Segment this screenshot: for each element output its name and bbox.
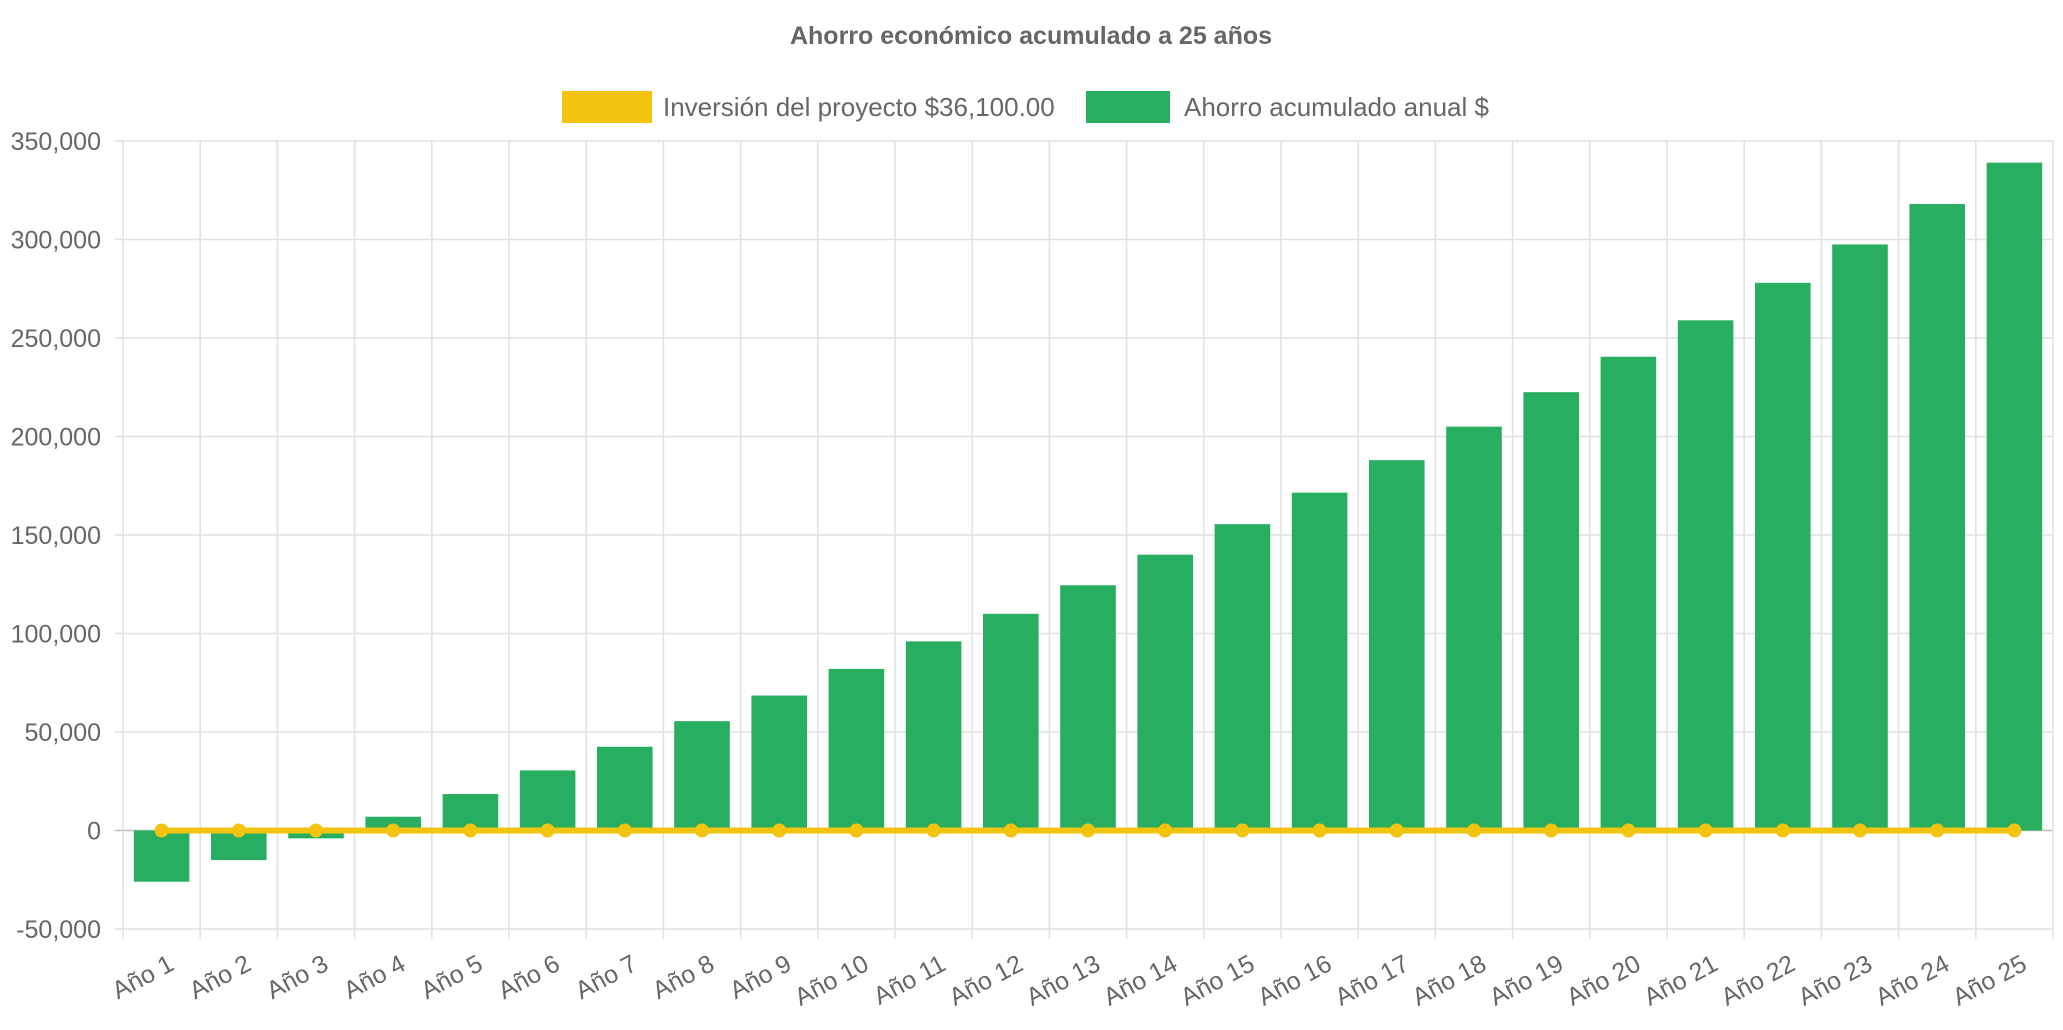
grid-layer bbox=[115, 140, 2054, 939]
point-investment bbox=[1853, 823, 1867, 838]
legend[interactable]: Inversión del proyecto $36,100.00 Ahorro… bbox=[562, 91, 1490, 123]
x-tick-label: Año 5 bbox=[416, 950, 487, 1005]
bar-savings bbox=[1291, 492, 1348, 831]
bar-savings bbox=[828, 668, 885, 831]
x-tick-label: Año 2 bbox=[185, 950, 256, 1005]
bar-savings bbox=[597, 746, 653, 831]
point-investment bbox=[309, 823, 323, 838]
bar-savings bbox=[133, 830, 190, 882]
legend-swatch-savings bbox=[1086, 91, 1170, 123]
y-axis-ticks: -50,000 0 50,000 100,000 150,000 200,000 250,0… bbox=[11, 128, 101, 944]
point-investment bbox=[386, 823, 401, 838]
point-investment bbox=[1312, 823, 1327, 838]
point-investment bbox=[540, 823, 555, 838]
x-tick-label: Año 10 bbox=[790, 950, 873, 1012]
x-tick-label: Año 21 bbox=[1639, 950, 1722, 1012]
point-investment bbox=[695, 823, 709, 838]
x-tick-label: Año 1 bbox=[108, 950, 179, 1005]
x-tick-label: Año 4 bbox=[339, 950, 410, 1005]
point-investment bbox=[1544, 823, 1559, 838]
point-investment bbox=[231, 823, 246, 838]
x-tick-label: Año 15 bbox=[1176, 950, 1259, 1012]
point-investment bbox=[772, 823, 787, 838]
x-tick-label: Año 7 bbox=[571, 950, 642, 1005]
bar-savings bbox=[1060, 585, 1116, 831]
x-tick-label: Año 8 bbox=[648, 950, 719, 1005]
bar-savings bbox=[751, 695, 807, 831]
x-axis-ticks: Año 1 Año 2 Año 3 Año 4 Año 5 Año 6 Año 7 Año 8… bbox=[108, 950, 2032, 1012]
bar-savings bbox=[519, 770, 576, 831]
y-tick-label: 0 bbox=[87, 818, 101, 846]
x-tick-label: Año 3 bbox=[262, 950, 333, 1005]
legend-label-investment: Inversión del proyecto $36,100.00 bbox=[663, 92, 1055, 122]
point-investment bbox=[2007, 823, 2022, 838]
bar-savings bbox=[1600, 356, 1657, 831]
y-tick-label: -50,000 bbox=[16, 916, 101, 944]
x-tick-label: Año 14 bbox=[1099, 950, 1182, 1012]
bar-savings bbox=[1677, 320, 1734, 831]
x-tick-label: Año 24 bbox=[1871, 950, 1954, 1012]
x-tick-label: Año 18 bbox=[1408, 950, 1491, 1012]
point-investment bbox=[1389, 823, 1404, 838]
legend-item-investment[interactable]: Inversión del proyecto $36,100.00 bbox=[562, 91, 1055, 123]
x-tick-label: Año 9 bbox=[725, 950, 796, 1005]
x-tick-label: Año 19 bbox=[1485, 950, 1568, 1012]
bar-savings bbox=[1137, 554, 1193, 831]
legend-label-savings: Ahorro acumulado anual $ bbox=[1184, 92, 1490, 122]
bar-savings bbox=[1446, 426, 1502, 831]
legend-swatch-investment bbox=[562, 91, 652, 123]
x-tick-label: Año 12 bbox=[944, 950, 1027, 1012]
y-tick-label: 250,000 bbox=[11, 325, 101, 353]
x-tick-label: Año 20 bbox=[1562, 950, 1645, 1012]
x-tick-label: Año 25 bbox=[1948, 950, 2031, 1012]
bar-savings bbox=[1909, 204, 1965, 831]
y-tick-label: 150,000 bbox=[11, 522, 101, 550]
point-investment bbox=[1930, 823, 1945, 838]
bar-savings bbox=[983, 613, 1039, 831]
x-tick-label: Año 6 bbox=[494, 950, 565, 1005]
x-tick-label: Año 16 bbox=[1253, 950, 1336, 1012]
bar-savings bbox=[1214, 524, 1271, 831]
point-investment bbox=[463, 823, 478, 838]
point-investment bbox=[1081, 823, 1095, 838]
x-tick-label: Año 13 bbox=[1022, 950, 1105, 1012]
bar-savings bbox=[1755, 282, 1811, 831]
x-tick-label: Año 17 bbox=[1330, 950, 1413, 1012]
bar-savings bbox=[674, 721, 730, 831]
y-tick-label: 350,000 bbox=[11, 128, 101, 156]
legend-item-savings[interactable]: Ahorro acumulado anual $ bbox=[1086, 91, 1490, 123]
x-tick-label: Año 11 bbox=[869, 950, 950, 1011]
bar-savings bbox=[905, 641, 962, 831]
point-investment bbox=[1621, 823, 1636, 838]
point-investment bbox=[617, 823, 632, 838]
bars-layer bbox=[133, 162, 2043, 882]
bar-savings bbox=[1832, 244, 1888, 831]
y-tick-label: 300,000 bbox=[11, 227, 101, 255]
point-investment bbox=[926, 823, 941, 838]
point-investment bbox=[1698, 823, 1713, 838]
point-investment bbox=[1158, 823, 1173, 838]
y-tick-label: 100,000 bbox=[11, 621, 101, 649]
bar-savings bbox=[1523, 392, 1579, 831]
point-investment bbox=[1775, 823, 1790, 838]
x-tick-label: Año 23 bbox=[1794, 950, 1877, 1012]
point-investment bbox=[1467, 823, 1481, 838]
bar-savings bbox=[1369, 460, 1425, 831]
bar-savings bbox=[1986, 162, 2043, 831]
line-layer bbox=[154, 823, 2022, 838]
x-tick-label: Año 22 bbox=[1716, 950, 1799, 1012]
chart-title: Ahorro económico acumulado a 25 años bbox=[790, 22, 1272, 50]
point-investment bbox=[1235, 823, 1250, 838]
point-investment bbox=[154, 823, 169, 838]
point-investment bbox=[849, 823, 864, 838]
y-tick-label: 50,000 bbox=[25, 719, 101, 747]
y-tick-label: 200,000 bbox=[11, 424, 101, 452]
point-investment bbox=[1003, 823, 1018, 838]
